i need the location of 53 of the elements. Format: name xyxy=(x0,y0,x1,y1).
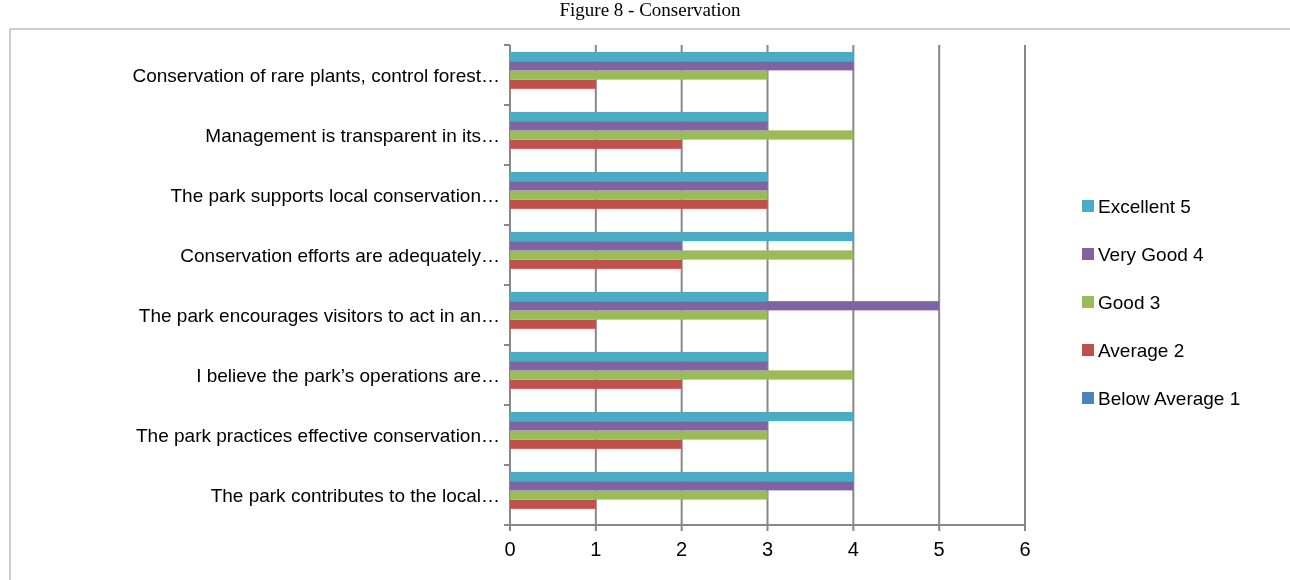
bar xyxy=(510,481,854,491)
bar xyxy=(510,430,768,440)
x-tick-label: 3 xyxy=(761,538,774,560)
bar xyxy=(510,181,768,191)
bar xyxy=(510,171,768,182)
bar xyxy=(510,250,854,260)
legend-label: Excellent 5 xyxy=(1098,196,1191,217)
bar xyxy=(510,361,768,371)
x-tick-label: 5 xyxy=(933,538,945,560)
bar xyxy=(510,51,854,62)
bar xyxy=(510,301,940,311)
bar xyxy=(510,241,682,251)
x-tick-label: 2 xyxy=(676,538,688,560)
y-tick-label: I believe the park’s operations are… xyxy=(196,365,500,387)
legend-label: Average 2 xyxy=(1098,340,1185,361)
bar xyxy=(510,499,596,509)
y-tick-label: Conservation of rare plants, control forest… xyxy=(132,65,500,87)
legend-label: Below Average 1 xyxy=(1098,388,1241,409)
bar xyxy=(510,139,682,149)
bar xyxy=(510,439,682,449)
bar xyxy=(510,231,854,242)
bar xyxy=(510,79,596,89)
bar xyxy=(510,411,854,422)
bar xyxy=(510,111,768,122)
bar xyxy=(510,379,682,389)
bar xyxy=(510,421,768,431)
x-tick-label: 4 xyxy=(847,538,859,560)
bar xyxy=(510,121,768,131)
bar xyxy=(510,61,854,71)
bar xyxy=(510,70,768,80)
y-tick-label: The park encourages visitors to act in an… xyxy=(138,305,500,327)
bar xyxy=(510,370,854,380)
x-tick-label: 6 xyxy=(1019,538,1031,560)
chart-title: Figure 8 - Conservation xyxy=(559,0,741,20)
x-tick-label: 0 xyxy=(504,538,516,560)
bar xyxy=(510,310,768,320)
legend-label: Very Good 4 xyxy=(1098,244,1205,265)
bar xyxy=(510,319,596,329)
bar xyxy=(510,259,682,269)
bar xyxy=(510,351,768,362)
y-tick-label: The park contributes to the local… xyxy=(210,485,500,507)
y-tick-label: The park practices effective conservation… xyxy=(136,425,500,447)
bar xyxy=(510,199,768,209)
y-tick-label: The park supports local conservation… xyxy=(170,185,500,207)
y-tick-label: Conservation efforts are adequately… xyxy=(180,245,500,267)
x-tick-label: 1 xyxy=(590,538,602,560)
bar xyxy=(510,490,768,500)
bar xyxy=(510,190,768,200)
legend-label: Good 3 xyxy=(1098,292,1161,313)
bar xyxy=(510,471,854,482)
bar xyxy=(510,291,768,302)
bar xyxy=(510,130,854,140)
y-tick-label: Management is transparent in its… xyxy=(205,125,500,147)
